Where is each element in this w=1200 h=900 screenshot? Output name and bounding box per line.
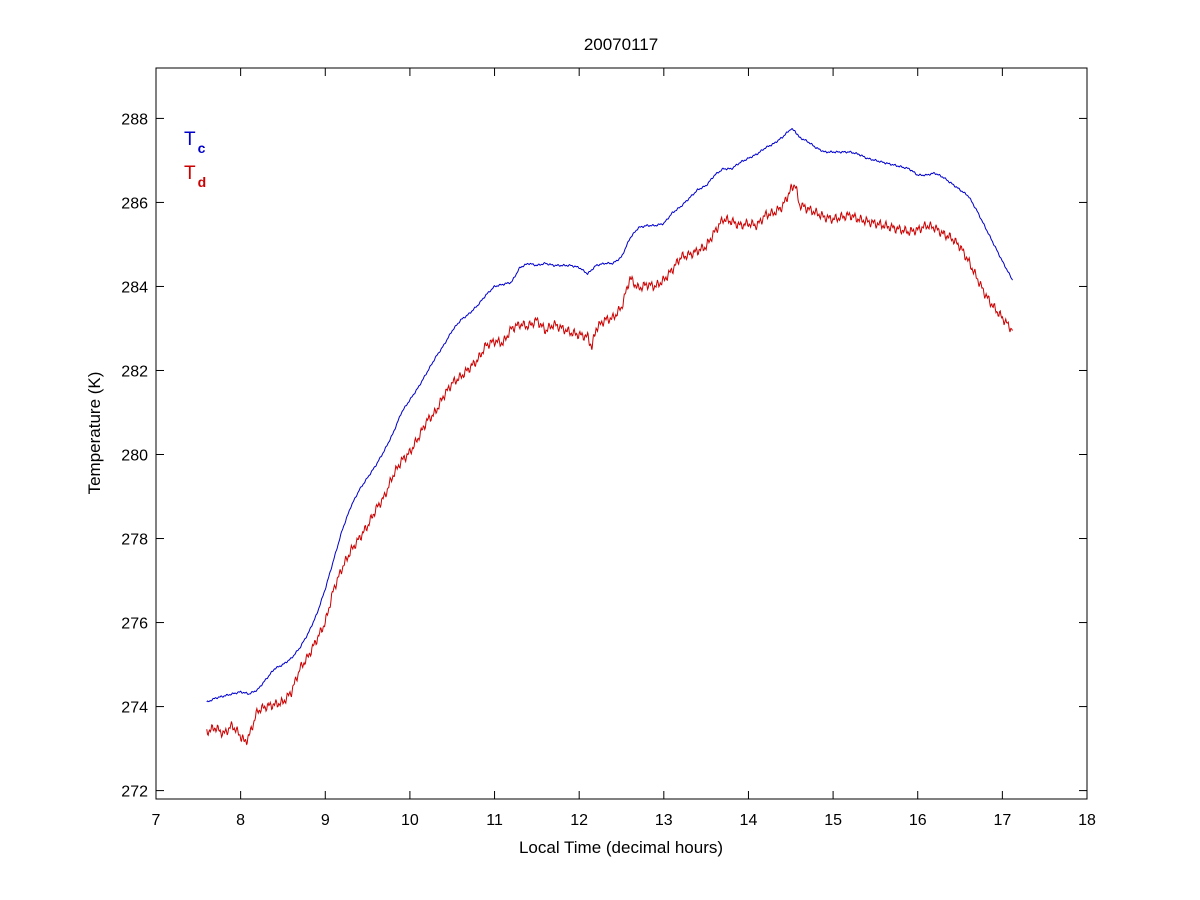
x-tick-label: 18 — [1078, 812, 1096, 829]
series-line-tc — [206, 128, 1013, 703]
y-tick-label: 274 — [121, 700, 148, 717]
axis-ticks: 7 8 9 10 11 12 13 14 15 16 17 18 272 274 276 278 280 282 2… — [121, 68, 1096, 829]
legend-entry-symbol: T — [184, 163, 196, 184]
legend-entry-subscript: c — [198, 140, 206, 156]
y-tick-label: 276 — [121, 616, 148, 633]
chart-title: 20070117 — [584, 35, 658, 54]
y-tick-label: 272 — [121, 784, 148, 801]
series-line-td — [206, 183, 1013, 746]
x-tick-label: 12 — [570, 812, 588, 829]
x-tick-label: 9 — [321, 812, 330, 829]
x-tick-label: 10 — [401, 812, 419, 829]
y-tick-label: 278 — [121, 532, 148, 549]
x-tick-label: 8 — [236, 812, 245, 829]
x-tick-label: 17 — [993, 812, 1011, 829]
x-tick-label: 13 — [655, 812, 673, 829]
y-tick-label: 288 — [121, 111, 148, 128]
x-axis-label: Local Time (decimal hours) — [519, 838, 723, 857]
plot-area-frame — [155, 67, 1088, 800]
legend-entry-symbol: T — [184, 129, 196, 150]
y-axis-label: Temperature (K) — [85, 372, 104, 495]
y-tick-label: 286 — [121, 195, 148, 212]
legend-entry-subscript: d — [198, 174, 207, 190]
x-tick-label: 14 — [740, 812, 758, 829]
y-tick-label: 280 — [121, 448, 148, 465]
x-tick-label: 7 — [152, 812, 161, 829]
x-tick-label: 15 — [824, 812, 842, 829]
x-tick-label: 16 — [909, 812, 927, 829]
series-lines — [206, 128, 1013, 746]
y-tick-label: 282 — [121, 363, 148, 380]
y-tick-label: 284 — [121, 279, 148, 296]
x-tick-label: 11 — [486, 812, 503, 829]
